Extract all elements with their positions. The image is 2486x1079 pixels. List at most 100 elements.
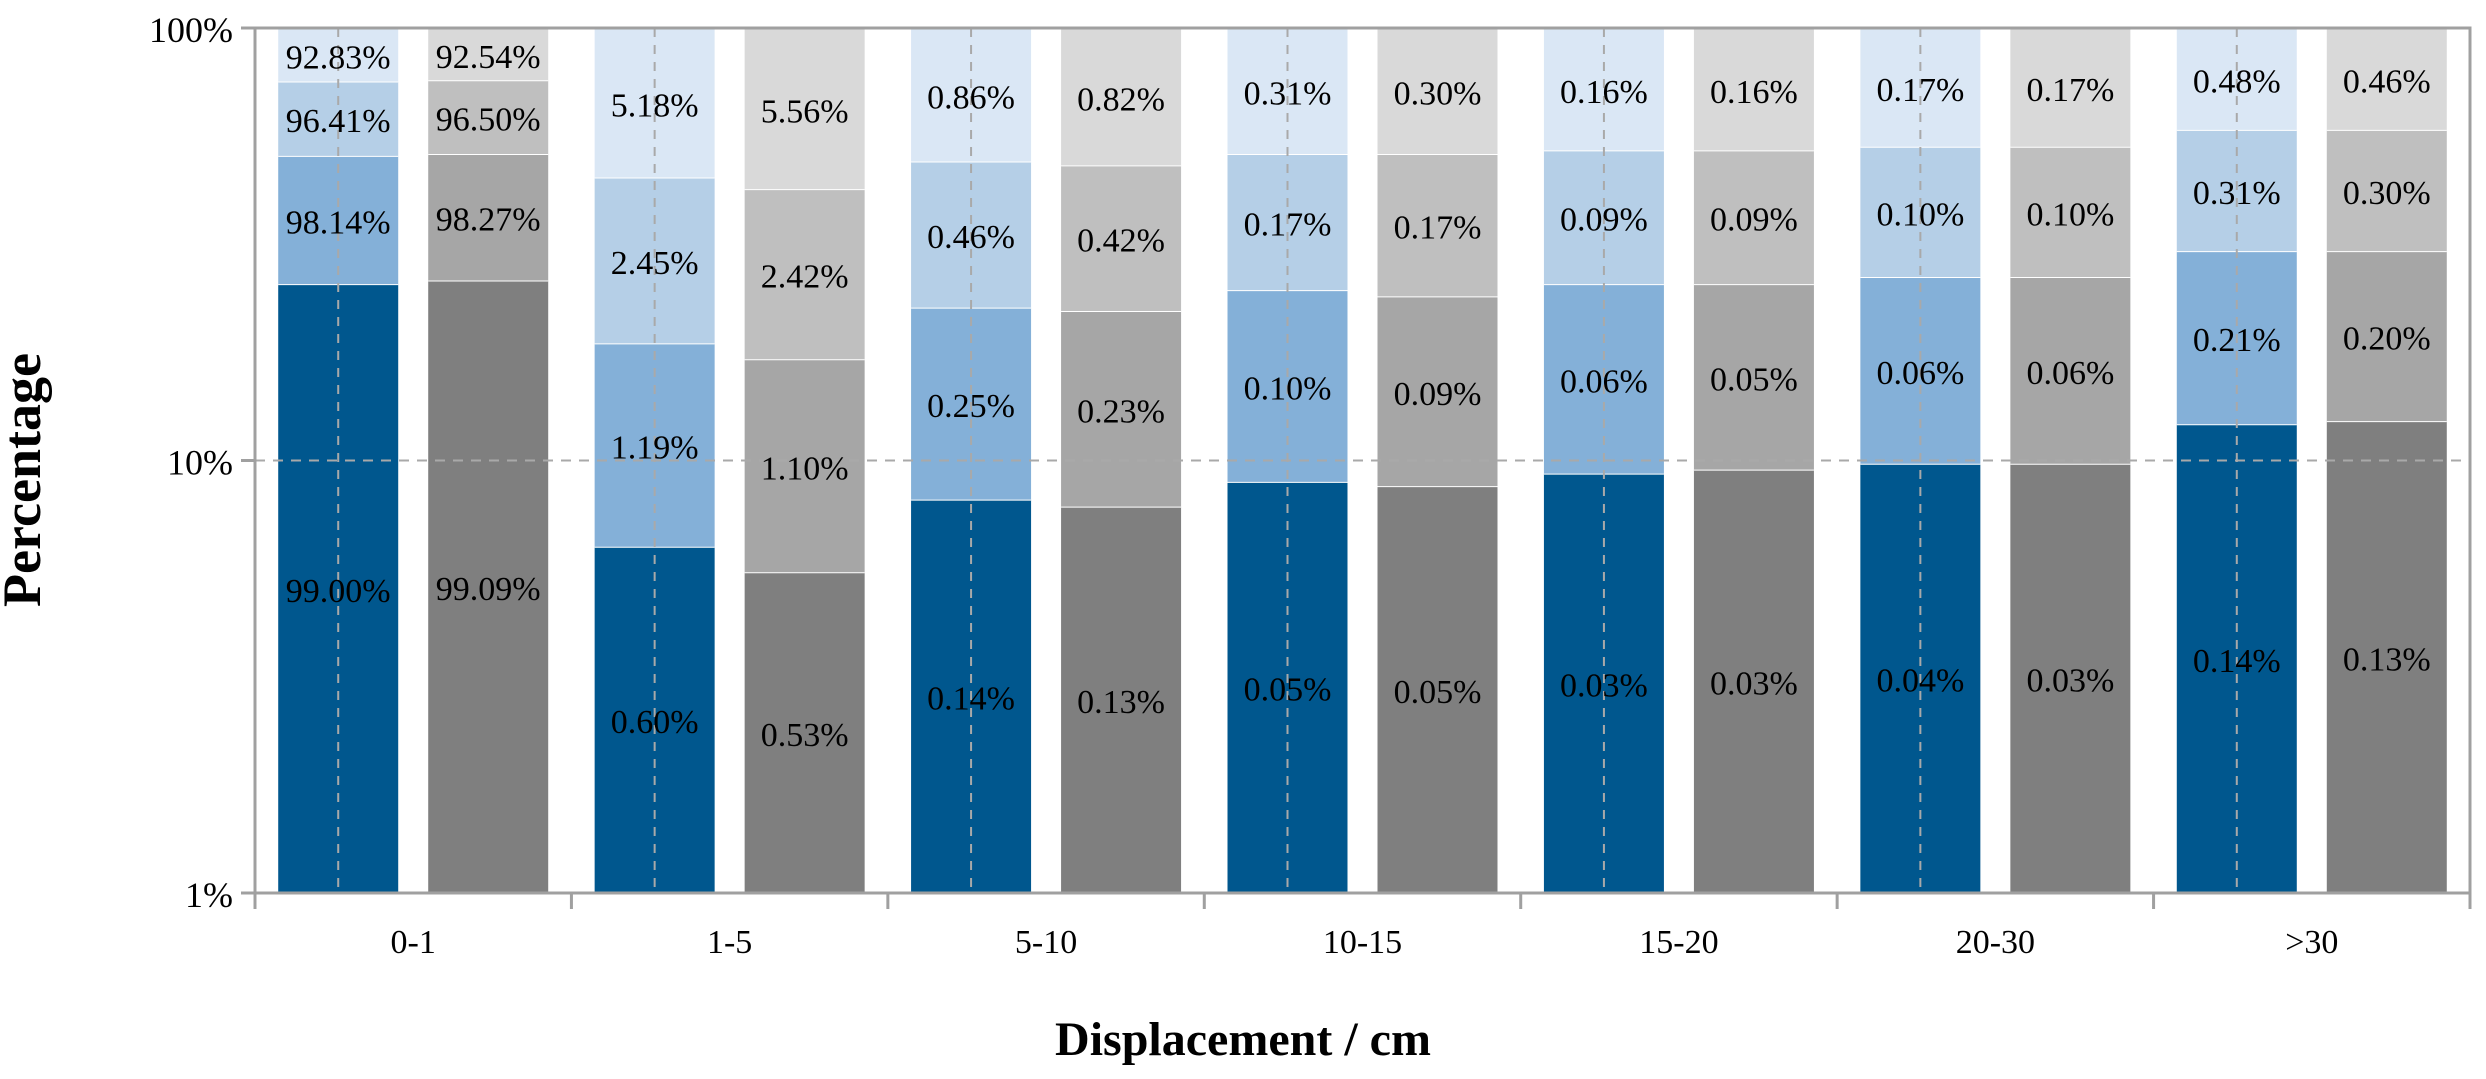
data-label: 99.09%: [436, 571, 541, 608]
gray-bar-segment: [744, 28, 865, 190]
data-label: 0.09%: [1394, 376, 1482, 413]
gray-bar-segment: [2010, 147, 2131, 278]
gray-bar-segment: [744, 359, 865, 573]
gray-bar-segment: [1061, 507, 1182, 893]
data-label: 0.13%: [2343, 641, 2431, 678]
data-label: 0.10%: [1876, 196, 1964, 233]
data-label: 0.23%: [1077, 393, 1165, 430]
data-label: 1.19%: [611, 430, 699, 467]
gray-bar-segment: [744, 189, 865, 360]
data-label: 98.27%: [436, 202, 541, 239]
gray-bar-segment: [1377, 296, 1498, 487]
data-label: 98.14%: [286, 204, 391, 241]
x-tick-label: 5-10: [1015, 924, 1077, 961]
gray-bar-segment: [2326, 28, 2447, 131]
gray-bar-segment: [744, 572, 865, 893]
gray-bar-segment: [428, 154, 549, 282]
gray-bar-segment: [1693, 150, 1814, 285]
gray-bar-segment: [428, 28, 549, 81]
data-label: 0.82%: [1077, 81, 1165, 118]
bars-layer: [278, 28, 2447, 893]
data-label: 0.14%: [2193, 643, 2281, 680]
x-tick-label: 1-5: [707, 924, 752, 961]
data-label: 0.10%: [2026, 196, 2114, 233]
gray-bar-segment: [1377, 154, 1498, 297]
data-label: 2.45%: [611, 245, 699, 282]
gray-bar-segment: [1377, 486, 1498, 893]
data-label: 0.10%: [1244, 371, 1332, 408]
gray-bar-segment: [1693, 470, 1814, 893]
data-label: 96.50%: [436, 102, 541, 139]
data-label: 0.42%: [1077, 223, 1165, 260]
gray-bar-segment: [428, 281, 549, 893]
y-tick-label: 100%: [149, 10, 233, 50]
blue-bar-segment: [1227, 482, 1348, 893]
x-tick-label: 20-30: [1956, 924, 2035, 961]
y-axis-title: Percentage: [0, 353, 52, 607]
data-label: 0.17%: [1394, 210, 1482, 247]
data-label: 0.17%: [1244, 207, 1332, 244]
data-label: 1.10%: [761, 450, 849, 487]
data-label: 0.86%: [927, 79, 1015, 116]
data-label: 0.13%: [1077, 684, 1165, 721]
x-axis-title: Displacement / cm: [1055, 1013, 1431, 1066]
gray-bar-segment: [1693, 28, 1814, 151]
data-label: 0.09%: [1710, 202, 1798, 239]
data-label: 0.09%: [1560, 202, 1648, 239]
data-labels-layer: 99.00% 98.14% 96.41% 92.83% 99.09% 98.27% 96.5…: [286, 39, 2431, 754]
gray-bar-segment: [2010, 28, 2131, 148]
data-label: 0.30%: [1394, 76, 1482, 113]
gray-bar-segment: [1061, 165, 1182, 312]
data-label: 0.46%: [927, 219, 1015, 256]
grid-layer: [255, 28, 2470, 893]
gray-bar-segment: [1061, 311, 1182, 508]
data-label: 0.20%: [2343, 321, 2431, 358]
gray-bar-segment: [2326, 130, 2447, 252]
data-label: 0.17%: [1876, 72, 1964, 109]
x-tick-label: 10-15: [1323, 924, 1402, 961]
gray-bar-segment: [2326, 421, 2447, 893]
data-label: 0.05%: [1394, 674, 1482, 711]
data-label: 0.17%: [2026, 72, 2114, 109]
gray-bar-segment: [1693, 284, 1814, 471]
data-label: 0.48%: [2193, 64, 2281, 101]
data-label: 0.60%: [611, 704, 699, 741]
data-label: 99.00%: [286, 573, 391, 610]
gray-bar-segment: [2010, 464, 2131, 893]
gray-bar-segment: [1061, 28, 1182, 166]
data-label: 96.41%: [286, 103, 391, 140]
y-tick-label: 10%: [167, 443, 233, 483]
data-label: 0.31%: [1244, 76, 1332, 113]
data-label: 0.03%: [2026, 663, 2114, 700]
data-label: 0.06%: [1876, 355, 1964, 392]
data-label: 92.83%: [286, 39, 391, 76]
data-label: 5.18%: [611, 87, 699, 124]
data-label: 0.21%: [2193, 322, 2281, 359]
data-label: 0.25%: [927, 388, 1015, 425]
data-label: 0.05%: [1710, 361, 1798, 398]
x-tick-label: 0-1: [391, 924, 436, 961]
data-label: 0.06%: [2026, 355, 2114, 392]
data-label: 0.05%: [1244, 672, 1332, 709]
blue-bar-segment: [278, 28, 399, 83]
gray-bar-segment: [428, 80, 549, 155]
data-label: 0.30%: [2343, 175, 2431, 212]
data-label: 2.42%: [761, 259, 849, 296]
y-tick-label: 1%: [185, 875, 233, 915]
gray-bar-segment: [2010, 277, 2131, 465]
data-label: 5.56%: [761, 93, 849, 130]
data-label: 0.04%: [1876, 663, 1964, 700]
data-label: 92.54%: [436, 39, 541, 76]
data-label: 0.14%: [927, 681, 1015, 718]
data-label: 0.03%: [1710, 666, 1798, 703]
axes-layer: 1% 10% 100% 0-1 1-5 5-10 10-15 15-20 20-30 >30: [149, 10, 2472, 961]
data-label: 0.16%: [1560, 74, 1648, 111]
data-label: 0.16%: [1710, 74, 1798, 111]
x-tick-label: >30: [2285, 924, 2338, 961]
data-label: 0.31%: [2193, 175, 2281, 212]
data-label: 0.03%: [1560, 668, 1648, 705]
x-tick-label: 15-20: [1639, 924, 1718, 961]
blue-bar-segment: [594, 343, 715, 548]
data-label: 0.06%: [1560, 363, 1648, 400]
